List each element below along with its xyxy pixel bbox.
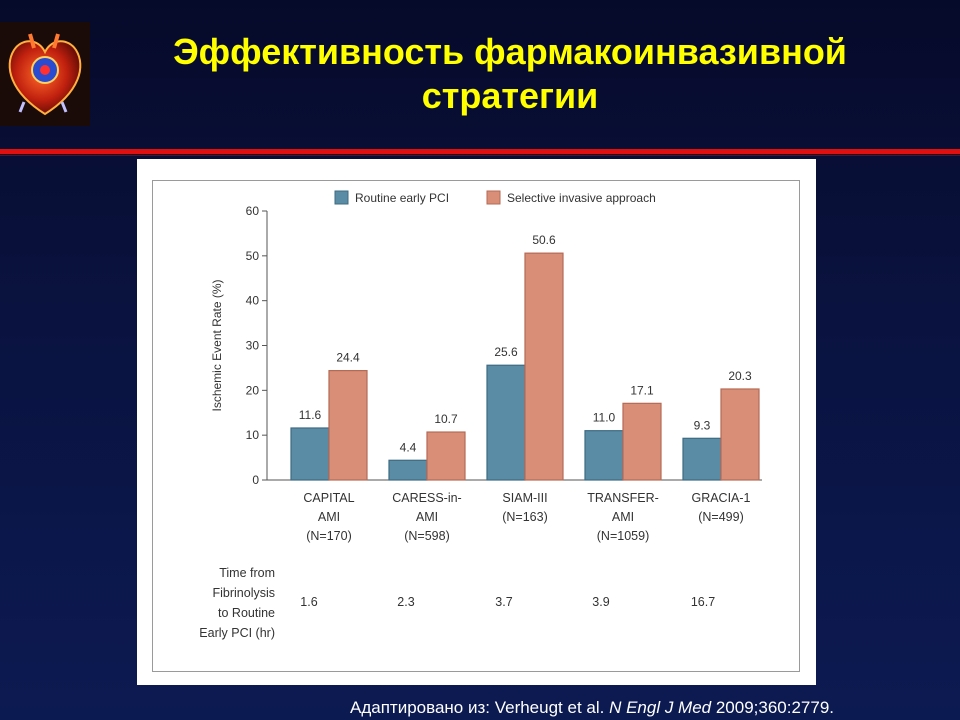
x-category-label: (N=1059) xyxy=(597,529,649,543)
bar-routine xyxy=(486,364,526,481)
x-category-label: TRANSFER- xyxy=(587,491,659,505)
citation-journal: N Engl J Med xyxy=(609,698,712,717)
y-tick-label: 0 xyxy=(252,473,259,487)
citation-prefix: Адаптировано из: Verheugt et al. xyxy=(350,698,610,717)
y-axis-label: Ischemic Event Rate (%) xyxy=(210,279,224,411)
x-category-label: CARESS-in- xyxy=(392,491,461,505)
bar-data-label: 9.3 xyxy=(694,418,711,432)
y-tick-label: 20 xyxy=(246,383,260,397)
legend-label-routine: Routine early PCI xyxy=(355,191,449,205)
bar-data-label: 24.4 xyxy=(336,351,360,365)
x-category-label: (N=170) xyxy=(306,529,352,543)
y-tick-label: 60 xyxy=(246,204,260,218)
bar-data-label: 11.0 xyxy=(593,411,616,425)
legend-swatch-routine xyxy=(334,190,349,205)
bar-data-label: 17.1 xyxy=(630,383,654,397)
x-category-label: GRACIA-1 xyxy=(691,491,750,505)
time-row-label: Fibrinolysis xyxy=(212,586,275,600)
x-category-label: AMI xyxy=(612,510,634,524)
bar-selective xyxy=(720,388,760,481)
heart-logo-icon xyxy=(0,22,90,126)
x-category-label: AMI xyxy=(318,510,340,524)
x-category-label: (N=598) xyxy=(404,529,450,543)
time-row-value: 1.6 xyxy=(300,595,317,609)
figure-panel xyxy=(137,159,816,685)
bar-data-label: 10.7 xyxy=(434,412,458,426)
time-row-value: 2.3 xyxy=(397,595,414,609)
time-row-label: to Routine xyxy=(218,606,275,620)
citation-suffix: 2009;360:2779. xyxy=(711,698,835,717)
slide-title-line1: Эффективность фармакоинвазивной xyxy=(173,31,847,72)
x-category-label: (N=163) xyxy=(502,510,548,524)
title-divider-shadow xyxy=(0,155,960,156)
time-row-value: 3.7 xyxy=(495,595,512,609)
title-divider xyxy=(0,149,960,154)
bar-data-label: 50.6 xyxy=(532,233,556,247)
time-row-label: Early PCI (hr) xyxy=(199,626,275,640)
slide-title-line2: стратегии xyxy=(421,75,599,116)
x-category-label: (N=499) xyxy=(698,510,744,524)
bar-data-label: 4.4 xyxy=(400,440,417,454)
bar-data-label: 11.6 xyxy=(299,408,322,422)
y-tick-label: 40 xyxy=(246,294,260,308)
bar-selective xyxy=(622,402,662,481)
bar-routine xyxy=(584,430,624,481)
bar-routine xyxy=(388,459,428,481)
time-row-value: 16.7 xyxy=(691,595,715,609)
x-category-label: AMI xyxy=(416,510,438,524)
bar-routine xyxy=(682,437,722,481)
bar-chart: 0 10 20 30 40 50 60 Ischemic Event Rate (%) Rout… xyxy=(199,190,762,640)
slide-title: Эффективность фармакоинвазивной стратеги… xyxy=(100,30,920,118)
y-tick-label: 30 xyxy=(246,339,260,353)
bar-selective xyxy=(328,370,368,481)
y-tick-label: 50 xyxy=(246,249,260,263)
x-category-label: CAPITAL xyxy=(303,491,354,505)
y-tick-label: 10 xyxy=(246,428,260,442)
time-row-label: Time from xyxy=(219,566,275,580)
bar-selective xyxy=(426,431,466,481)
bar-routine xyxy=(290,427,330,481)
bar-selective xyxy=(524,252,564,481)
time-row-value: 3.9 xyxy=(592,595,609,609)
bar-data-label: 25.6 xyxy=(494,345,518,359)
legend-label-selective: Selective invasive approach xyxy=(507,191,656,205)
figure-frame xyxy=(152,180,800,672)
bar-data-label: 20.3 xyxy=(728,369,752,383)
legend-swatch-selective xyxy=(486,190,501,205)
citation: Адаптировано из: Verheugt et al. N Engl … xyxy=(350,698,834,718)
x-category-label: SIAM-III xyxy=(502,491,547,505)
